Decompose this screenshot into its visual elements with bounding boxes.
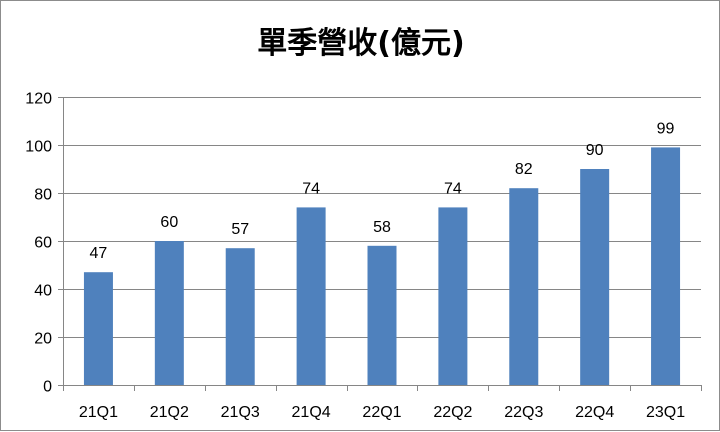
y-tick-label: 40 bbox=[34, 283, 52, 300]
y-tick-label: 20 bbox=[34, 331, 52, 348]
data-label-22Q1: 58 bbox=[373, 219, 391, 236]
y-tick-label: 80 bbox=[34, 187, 52, 204]
bar-22Q4 bbox=[580, 169, 610, 385]
chart-title: 單季營收(億元) bbox=[257, 26, 464, 61]
bars bbox=[83, 147, 681, 385]
data-label-22Q4: 90 bbox=[586, 142, 604, 159]
data-label-22Q3: 82 bbox=[515, 161, 533, 178]
bar-22Q2 bbox=[438, 207, 468, 385]
data-label-21Q3: 57 bbox=[231, 221, 249, 238]
x-tick-label: 22Q4 bbox=[575, 404, 614, 421]
y-tick-label: 120 bbox=[25, 91, 52, 108]
data-label-23Q1: 99 bbox=[657, 120, 675, 137]
bar-21Q1 bbox=[83, 272, 113, 385]
data-labels: 47 60 57 74 58 74 82 90 99 bbox=[90, 120, 675, 262]
bar-21Q3 bbox=[225, 248, 255, 385]
bar-21Q2 bbox=[154, 241, 184, 385]
x-tick-label: 23Q1 bbox=[646, 404, 685, 421]
data-label-21Q1: 47 bbox=[90, 245, 108, 262]
y-tick-label: 100 bbox=[25, 139, 52, 156]
bar-23Q1 bbox=[651, 147, 681, 385]
data-label-22Q2: 74 bbox=[444, 180, 462, 197]
axes bbox=[58, 97, 702, 391]
x-tick-label: 22Q3 bbox=[504, 404, 543, 421]
x-tick-label: 22Q1 bbox=[362, 404, 401, 421]
x-tick-label: 21Q1 bbox=[79, 404, 118, 421]
x-tick-label: 21Q3 bbox=[221, 404, 260, 421]
bar-22Q1 bbox=[367, 245, 397, 385]
x-axis-tick-labels: 21Q1 21Q2 21Q3 21Q4 22Q1 22Q2 22Q3 22Q4 23Q1 bbox=[79, 404, 685, 421]
y-tick-label: 60 bbox=[34, 235, 52, 252]
x-tick-label: 21Q4 bbox=[292, 404, 331, 421]
y-axis-tick-labels: 0 20 40 60 80 100 120 bbox=[25, 91, 52, 396]
bar-22Q3 bbox=[509, 188, 539, 385]
y-tick-label: 0 bbox=[43, 379, 52, 396]
x-tick-label: 22Q2 bbox=[433, 404, 472, 421]
data-label-21Q2: 60 bbox=[160, 214, 178, 231]
x-tick-label: 21Q2 bbox=[150, 404, 189, 421]
bar-21Q4 bbox=[296, 207, 326, 385]
data-label-21Q4: 74 bbox=[302, 180, 320, 197]
